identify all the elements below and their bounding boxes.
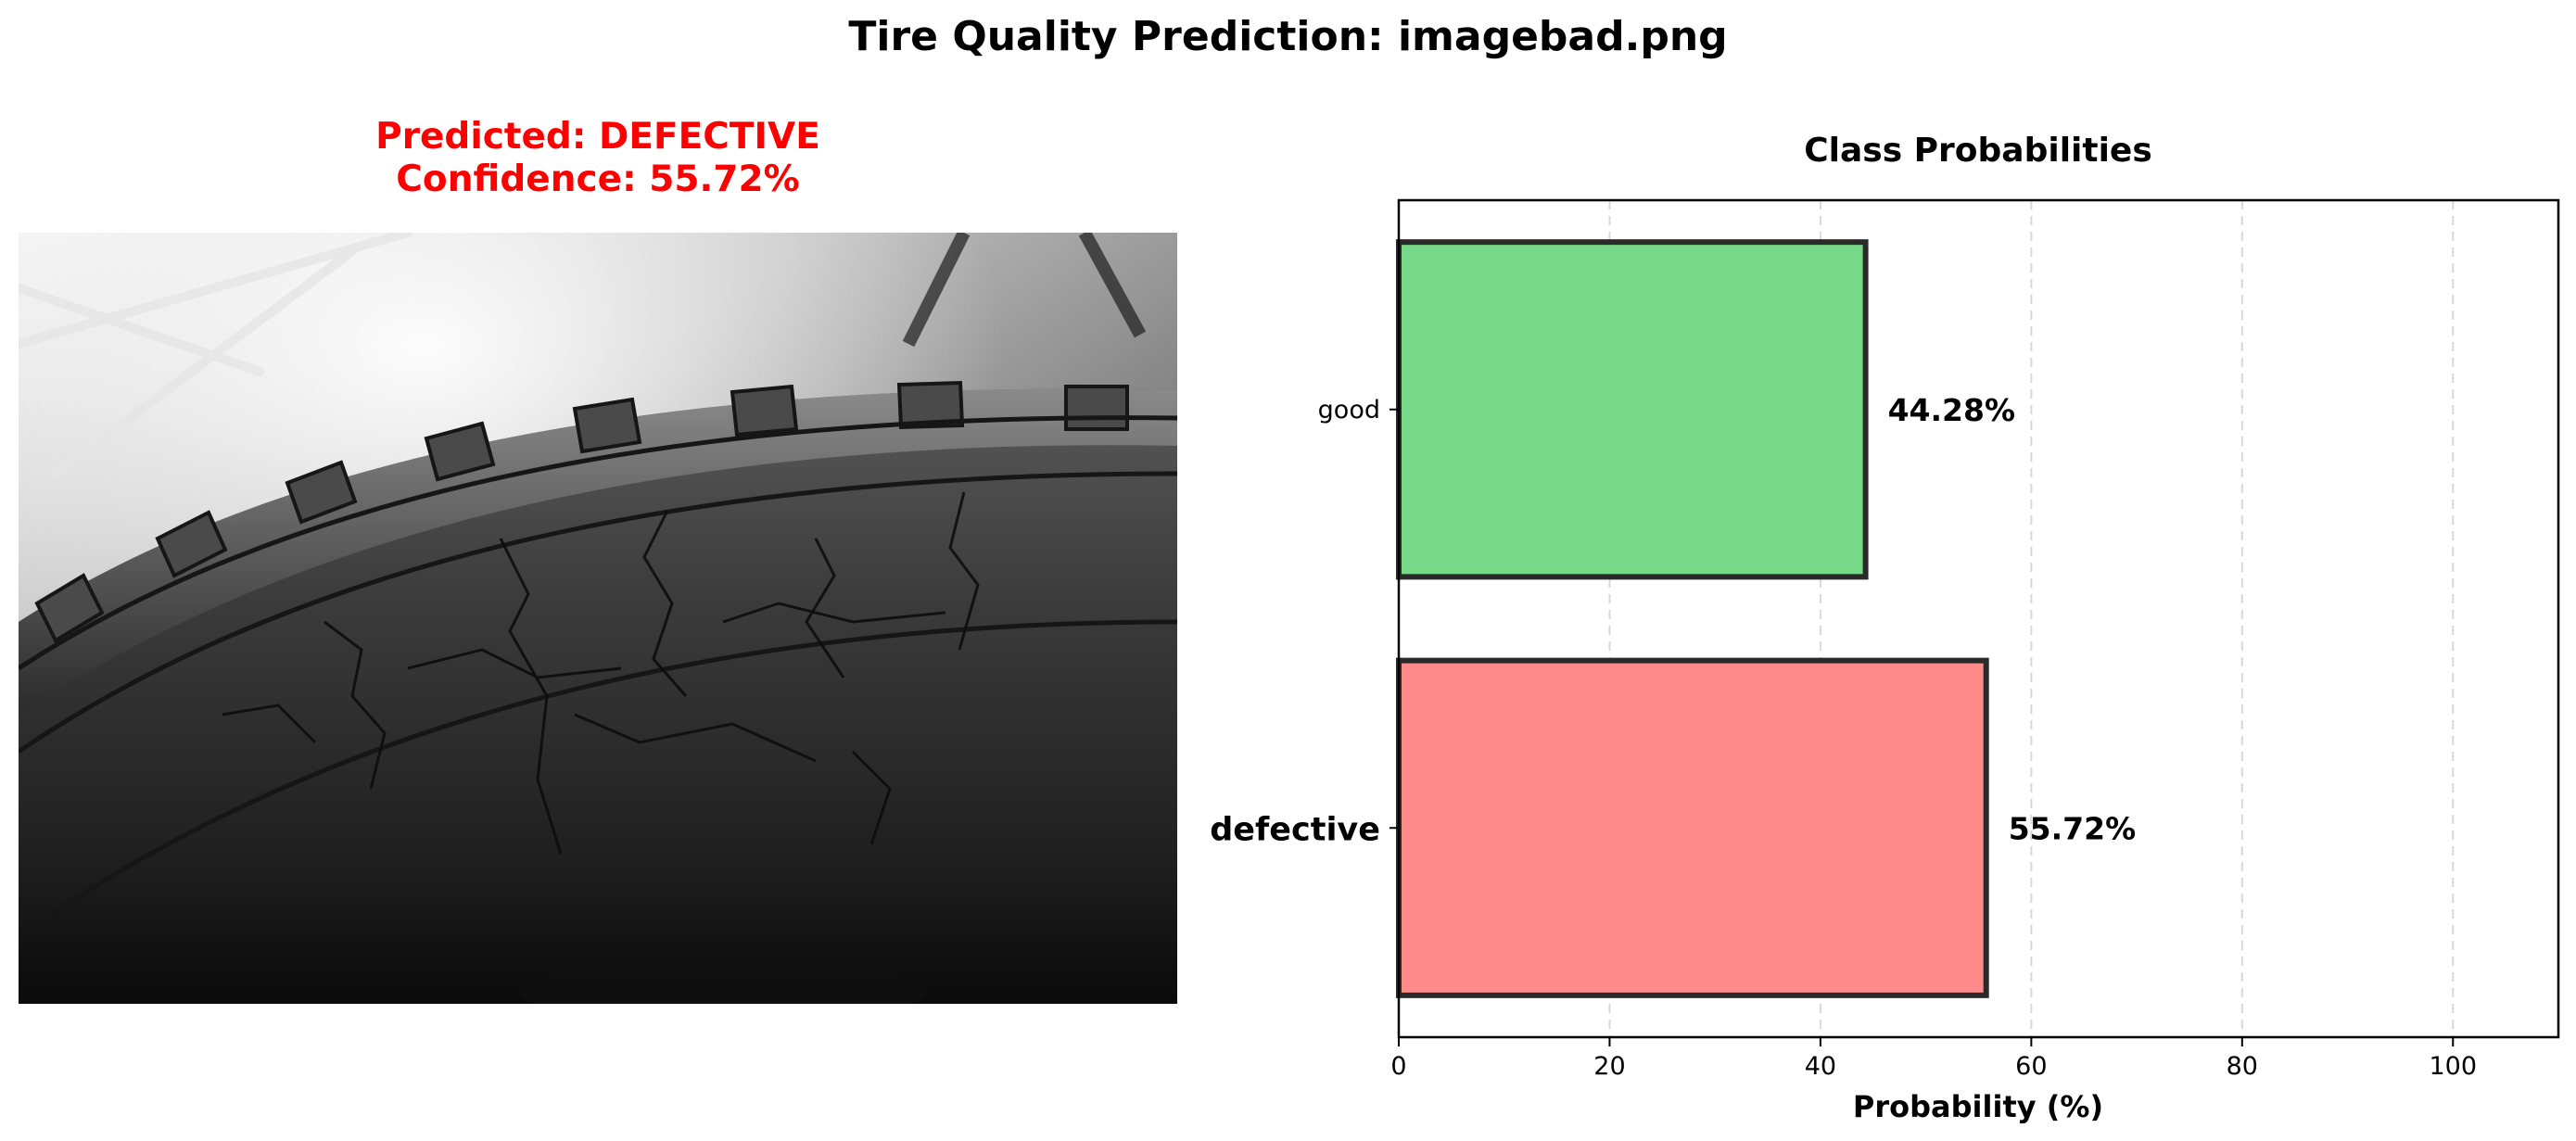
- y-tick-label-good: good: [1318, 396, 1380, 425]
- tire-photo: [19, 233, 1177, 1004]
- bar-good: [1396, 239, 1869, 580]
- bar-defective: [1396, 657, 1989, 998]
- x-tick-label: 60: [2015, 1052, 2047, 1081]
- x-axis-label: Probability (%): [1853, 1089, 2103, 1124]
- x-tick-label: 0: [1390, 1052, 1406, 1081]
- value-label-defective: 55.72%: [2009, 810, 2136, 846]
- bars: [1396, 239, 1989, 998]
- tire-image: [19, 233, 1177, 1004]
- x-tick-label: 100: [2429, 1052, 2477, 1081]
- x-tick-label: 20: [1593, 1052, 1625, 1081]
- axis-ticks: 0 20 40 60 80 100 55.72% defective 44.28% good: [1210, 392, 2477, 1081]
- value-label-good: 44.28%: [1888, 392, 2015, 428]
- confidence-label: Confidence: 55.72%: [396, 158, 800, 200]
- figure-title: Tire Quality Prediction: imagebad.png: [848, 13, 1728, 60]
- chart-title: Class Probabilities: [1804, 132, 2152, 170]
- x-tick-label: 40: [1805, 1052, 1836, 1081]
- prediction-title: Predicted: DEFECTIVE Confidence: 55.72%: [19, 116, 1177, 201]
- x-tick-label: 80: [2227, 1052, 2258, 1081]
- plot-frame: [1397, 198, 2560, 1039]
- prediction-label: Predicted: DEFECTIVE: [375, 116, 820, 158]
- y-tick-label-defective: defective: [1210, 811, 1380, 848]
